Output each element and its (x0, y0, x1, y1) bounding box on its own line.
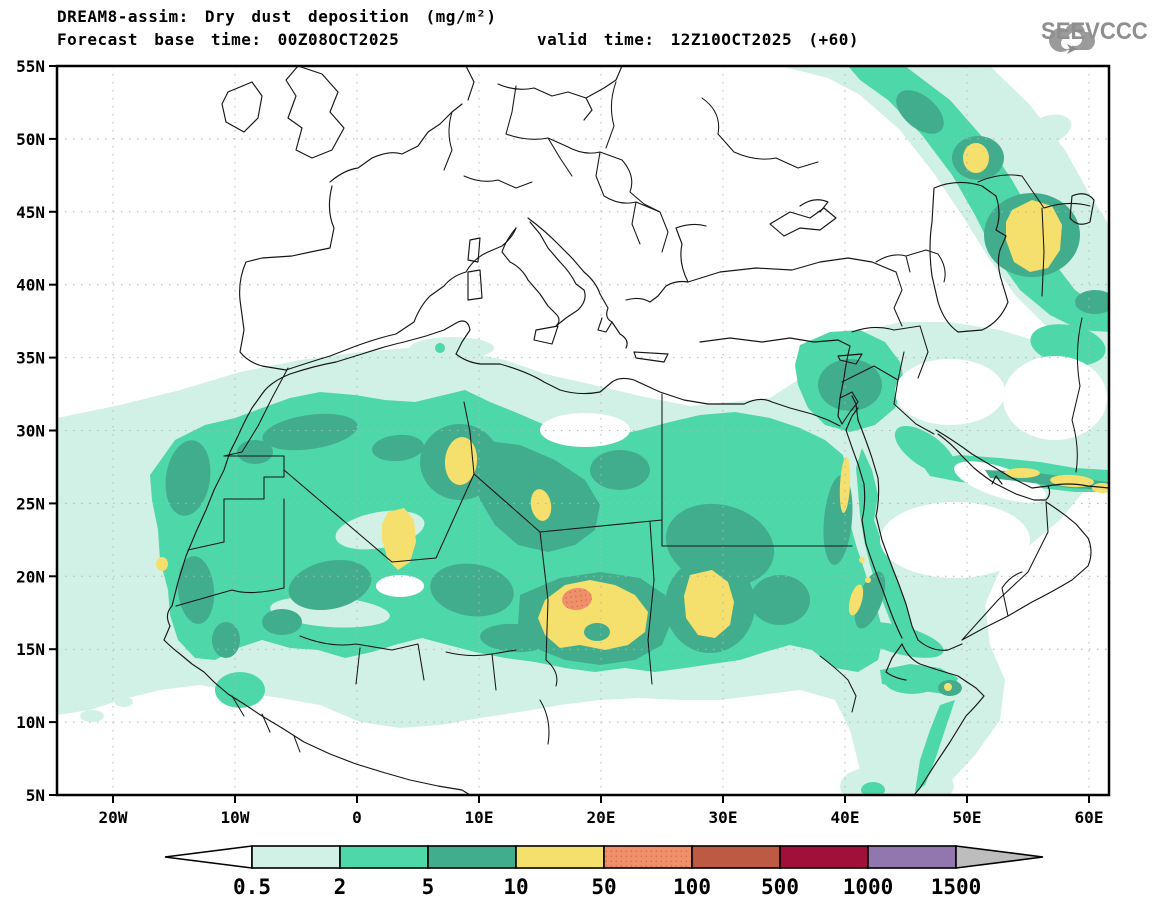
colorbar-tick-label: 50 (591, 875, 616, 899)
lat-tick-label: 30N (16, 422, 45, 441)
colorbar-tick-label: 10 (503, 875, 528, 899)
colorbar-segment-cyan (251, 845, 341, 869)
lon-tick-label: 30E (709, 808, 738, 827)
logo-text: SEEVCCC (1040, 18, 1148, 45)
lat-tick-label: 25N (16, 494, 45, 513)
lat-tick-label: 50N (16, 130, 45, 149)
colorbar-tick-label: 2 (334, 875, 347, 899)
colorbar-segment-stipple (604, 846, 692, 868)
country-borders (175, 81, 1091, 753)
cloud-logo-icon (1048, 23, 1095, 54)
lat-tick-label: 35N (16, 349, 45, 368)
page-title: DREAM8-assim: Dry dust deposition (mg/m²… (57, 7, 497, 26)
lat-tick-label: 40N (16, 276, 45, 295)
colorbar-under-arrow (164, 845, 253, 869)
colorbar-segment-green (339, 845, 429, 869)
colorbar-segment-purple (867, 845, 957, 869)
colorbar-tick-label: 500 (761, 875, 799, 899)
contour-teal-inset (584, 623, 610, 641)
colorbar-segment-maroon (779, 845, 869, 869)
colorbar-segment-yellow (515, 845, 605, 869)
colorbar-tick-label: 5 (422, 875, 435, 899)
colorbar-tick-label: 1500 (931, 875, 982, 899)
lon-tick-label: 10W (221, 808, 250, 827)
orange-spot-stipple (562, 587, 592, 611)
lat-tick-label: 45N (16, 203, 45, 222)
axis-layer: 55N 50N 45N 40N 35N 30N 25N 20N 15N 10N 5N 20W 10W 0 1… (16, 57, 1103, 827)
colorbar-segment-teal (427, 845, 517, 869)
colorbar-over-arrow (955, 845, 1044, 869)
colorbar-segment-brick (691, 845, 781, 869)
valid-time: valid time: 12Z10OCT2025 (+60) (537, 30, 859, 49)
lat-tick-label: 5N (26, 786, 45, 805)
seevccc-logo: SEEVCCC (1040, 18, 1157, 54)
lat-tick-label: 20N (16, 567, 45, 586)
forecast-base-time: Forecast base time: 00Z08OCT2025 (57, 30, 400, 49)
lon-tick-label: 20W (99, 808, 128, 827)
coastlines (163, 66, 1109, 795)
lon-tick-label: 50E (953, 808, 982, 827)
lon-tick-label: 10E (465, 808, 494, 827)
colorbar-tick-label: 1000 (843, 875, 894, 899)
lon-tick-label: 20E (587, 808, 616, 827)
contour-layer-yellow (156, 143, 1109, 691)
colorbar-tick-label: 0.5 (233, 875, 271, 899)
colorbar-tick-label: 100 (673, 875, 711, 899)
lat-tick-label: 15N (16, 640, 45, 659)
lon-tick-label: 0 (352, 808, 362, 827)
lat-tick-label: 55N (16, 57, 45, 76)
contour-field (57, 66, 1109, 795)
lat-tick-label: 10N (16, 713, 45, 732)
lon-tick-label: 40E (831, 808, 860, 827)
colorbar-legend: 0.5 2 5 10 50 100 500 1000 1500 (164, 845, 1044, 899)
lon-tick-label: 60E (1075, 808, 1104, 827)
